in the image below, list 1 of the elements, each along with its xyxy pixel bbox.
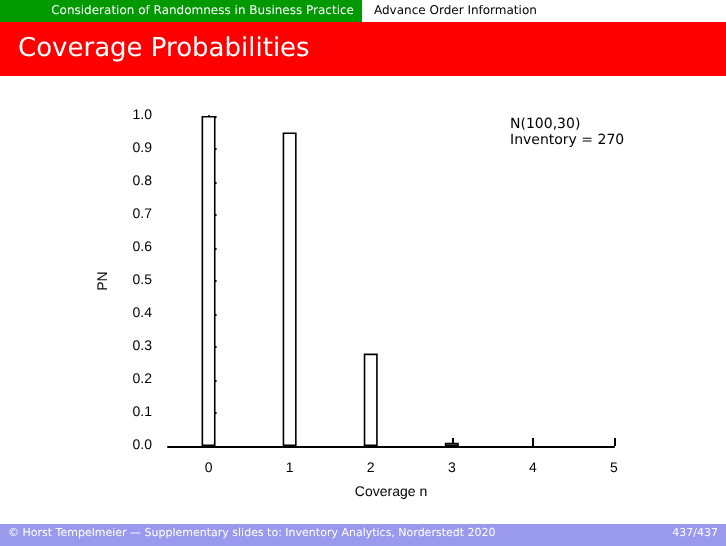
chart-title: Coverage Probabilities: [0, 22, 726, 76]
